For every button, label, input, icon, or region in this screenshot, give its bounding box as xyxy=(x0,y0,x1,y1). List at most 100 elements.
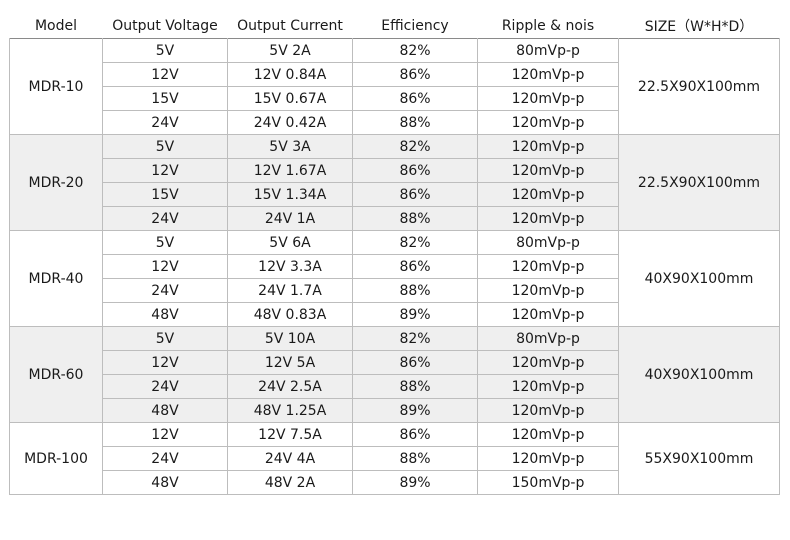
table-row: MDR-10 5V 5V 2A 82% 80mVp-p 22.5X90X100mm xyxy=(9,38,780,135)
ripple-cell: 120mVp-p xyxy=(477,398,619,423)
current-cell: 15V 1.34A xyxy=(227,182,353,207)
current-cell: 24V 1A xyxy=(227,206,353,231)
current-cell: 12V 0.84A xyxy=(227,62,353,87)
voltage-cell: 48V xyxy=(102,398,228,423)
current-cell: 24V 1.7A xyxy=(227,278,353,303)
current-cell: 5V 10A xyxy=(227,326,353,351)
current-cell: 48V 1.25A xyxy=(227,398,353,423)
table-row: MDR-40 5V 5V 6A 82% 80mVp-p 40X90X100mm xyxy=(9,230,780,327)
ripple-cell: 120mVp-p xyxy=(477,134,619,159)
table-row: 24V 24V 4A 88% 120mVp-p xyxy=(10,446,780,471)
efficiency-cell: 86% xyxy=(352,86,478,111)
efficiency-cell: 88% xyxy=(352,446,478,471)
header-size: SIZE（W*H*D） xyxy=(644,19,754,35)
voltage-cell: 12V xyxy=(102,254,228,279)
table-row: MDR-100 12V 12V 7.5A 86% 120mVp-p 55X90X100mm xyxy=(9,422,780,495)
efficiency-cell: 89% xyxy=(352,302,478,327)
header-model: Model xyxy=(34,18,78,34)
header-output-voltage: Output Voltage xyxy=(112,18,218,34)
table-row: 12V 12V 3.3A 86% 120mVp-p xyxy=(10,254,780,279)
voltage-cell: 12V xyxy=(102,350,228,375)
ripple-cell: 120mVp-p xyxy=(477,110,619,135)
ripple-cell: 120mVp-p xyxy=(477,62,619,87)
voltage-cell: 5V xyxy=(102,38,228,63)
voltage-cell: 24V xyxy=(102,278,228,303)
voltage-cell: 5V xyxy=(102,134,228,159)
efficiency-cell: 82% xyxy=(352,38,478,63)
header-efficiency: Efficiency xyxy=(381,18,449,34)
ripple-cell: 120mVp-p xyxy=(477,86,619,111)
ripple-cell: 120mVp-p xyxy=(477,206,619,231)
ripple-cell: 120mVp-p xyxy=(477,350,619,375)
table-row: 12V 12V 5A 86% 120mVp-p xyxy=(10,350,780,375)
model-cell: MDR-10 xyxy=(9,38,103,135)
efficiency-cell: 86% xyxy=(352,62,478,87)
efficiency-cell: 88% xyxy=(352,110,478,135)
model-cell: MDR-40 xyxy=(9,230,103,327)
voltage-cell: 24V xyxy=(102,206,228,231)
spec-table: Model Output Voltage Output Current Effi… xyxy=(9,14,780,495)
ripple-cell: 120mVp-p xyxy=(477,278,619,303)
current-cell: 48V 0.83A xyxy=(227,302,353,327)
efficiency-cell: 86% xyxy=(352,350,478,375)
voltage-cell: 5V xyxy=(102,230,228,255)
efficiency-cell: 89% xyxy=(352,398,478,423)
efficiency-cell: 82% xyxy=(352,134,478,159)
table-row: 48V 48V 1.25A 89% 120mVp-p xyxy=(10,398,780,423)
voltage-cell: 48V xyxy=(102,302,228,327)
voltage-cell: 24V xyxy=(102,446,228,471)
efficiency-cell: 86% xyxy=(352,158,478,183)
current-cell: 24V 2.5A xyxy=(227,374,353,399)
current-cell: 24V 0.42A xyxy=(227,110,353,135)
size-cell: 40X90X100mm xyxy=(618,326,780,423)
ripple-cell: 80mVp-p xyxy=(477,38,619,63)
model-cell: MDR-60 xyxy=(9,326,103,423)
efficiency-cell: 86% xyxy=(352,422,478,447)
efficiency-cell: 82% xyxy=(352,230,478,255)
current-cell: 12V 1.67A xyxy=(227,158,353,183)
model-cell: MDR-20 xyxy=(9,134,103,231)
efficiency-cell: 86% xyxy=(352,182,478,207)
ripple-cell: 120mVp-p xyxy=(477,182,619,207)
table-row: 24V 24V 0.42A 88% 120mVp-p xyxy=(10,110,780,135)
current-cell: 48V 2A xyxy=(227,470,353,495)
table-row: 15V 15V 0.67A 86% 120mVp-p xyxy=(10,86,780,111)
current-cell: 24V 4A xyxy=(227,446,353,471)
voltage-cell: 5V xyxy=(102,326,228,351)
header-row: Model Output Voltage Output Current Effi… xyxy=(10,14,780,39)
efficiency-cell: 82% xyxy=(352,326,478,351)
efficiency-cell: 88% xyxy=(352,206,478,231)
table-row: 24V 24V 2.5A 88% 120mVp-p xyxy=(10,374,780,399)
ripple-cell: 120mVp-p xyxy=(477,302,619,327)
voltage-cell: 48V xyxy=(102,470,228,495)
efficiency-cell: 89% xyxy=(352,470,478,495)
current-cell: 5V 6A xyxy=(227,230,353,255)
model-cell: MDR-100 xyxy=(9,422,103,495)
size-cell: 40X90X100mm xyxy=(618,230,780,327)
table-body: MDR-10 5V 5V 2A 82% 80mVp-p 22.5X90X100mm 12V 1… xyxy=(9,38,780,495)
efficiency-cell: 88% xyxy=(352,278,478,303)
table-row: MDR-20 5V 5V 3A 82% 120mVp-p 22.5X90X100mm xyxy=(9,134,780,231)
efficiency-cell: 86% xyxy=(352,254,478,279)
voltage-cell: 24V xyxy=(102,374,228,399)
table-row: 12V 12V 1.67A 86% 120mVp-p xyxy=(10,158,780,183)
table-row: 12V 12V 0.84A 86% 120mVp-p xyxy=(10,62,780,87)
table-row: 48V 48V 2A 89% 150mVp-p xyxy=(10,470,780,495)
table-header: Model Output Voltage Output Current Effi… xyxy=(10,14,780,39)
header-output-current: Output Current xyxy=(237,18,343,34)
size-cell: 55X90X100mm xyxy=(618,422,780,495)
efficiency-cell: 88% xyxy=(352,374,478,399)
current-cell: 5V 2A xyxy=(227,38,353,63)
current-cell: 5V 3A xyxy=(227,134,353,159)
ripple-cell: 120mVp-p xyxy=(477,374,619,399)
current-cell: 12V 5A xyxy=(227,350,353,375)
table-row: MDR-60 5V 5V 10A 82% 80mVp-p 40X90X100mm xyxy=(9,326,780,423)
ripple-cell: 150mVp-p xyxy=(477,470,619,495)
voltage-cell: 15V xyxy=(102,182,228,207)
current-cell: 12V 7.5A xyxy=(227,422,353,447)
ripple-cell: 120mVp-p xyxy=(477,446,619,471)
voltage-cell: 12V xyxy=(102,62,228,87)
current-cell: 15V 0.67A xyxy=(227,86,353,111)
current-cell: 12V 3.3A xyxy=(227,254,353,279)
table-row: 15V 15V 1.34A 86% 120mVp-p xyxy=(10,182,780,207)
